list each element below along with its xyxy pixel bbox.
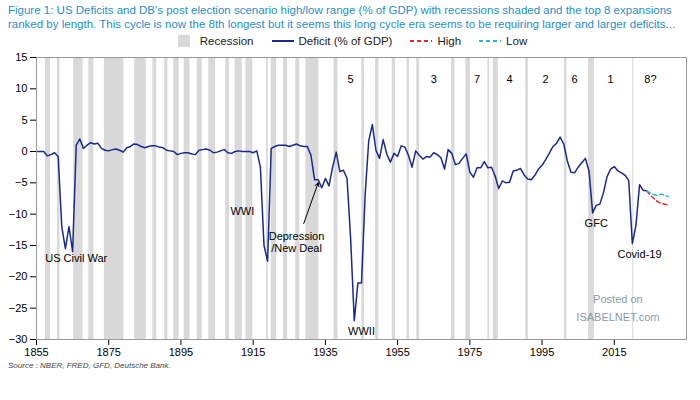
svg-text:1915: 1915 — [241, 346, 265, 358]
svg-text:−5: −5 — [15, 176, 28, 188]
svg-text:Covid-19: Covid-19 — [618, 248, 662, 260]
svg-text:Posted on: Posted on — [593, 293, 643, 305]
svg-text:2015: 2015 — [602, 346, 626, 358]
svg-text:4: 4 — [506, 73, 512, 85]
html-text:Figure 1: US Deficits and DB's: Figure 1: US Deficits and DB's post elec… — [8, 4, 676, 30]
svg-text:1935: 1935 — [313, 346, 337, 358]
svg-text:WWII: WWII — [348, 325, 375, 337]
svg-text:15: 15 — [15, 51, 27, 63]
svg-text:1: 1 — [608, 73, 614, 85]
svg-text:ISABELNET.com: ISABELNET.com — [576, 311, 659, 323]
svg-text:1895: 1895 — [169, 346, 193, 358]
html-text:Recession: Recession — [199, 35, 254, 47]
svg-text:−15: −15 — [9, 239, 28, 251]
html-text:Source : NBER, FRED, GFD, Deut: Source : NBER, FRED, GFD, Deutsche Bank. — [8, 361, 171, 370]
svg-text:1995: 1995 — [530, 346, 554, 358]
svg-text:1975: 1975 — [458, 346, 482, 358]
svg-text:−10: −10 — [9, 208, 28, 220]
html-text:Low: Low — [506, 35, 528, 47]
svg-text:0: 0 — [21, 145, 27, 157]
svg-text:5: 5 — [21, 114, 27, 126]
svg-text:US Civil War: US Civil War — [45, 252, 107, 264]
svg-text:−30: −30 — [9, 333, 28, 345]
html-text:High: High — [437, 35, 462, 47]
svg-text:−25: −25 — [9, 302, 28, 314]
svg-text:10: 10 — [15, 82, 27, 94]
svg-text:Depression/New Deal: Depression/New Deal — [269, 230, 325, 254]
svg-text:7: 7 — [474, 73, 480, 85]
svg-text:WWI: WWI — [230, 205, 254, 217]
svg-text:1855: 1855 — [24, 346, 48, 358]
svg-text:−20: −20 — [9, 270, 28, 282]
svg-text:GFC: GFC — [585, 217, 608, 229]
html-text:Deficit (% of GDP): Deficit (% of GDP) — [298, 35, 393, 47]
svg-text:1875: 1875 — [96, 346, 120, 358]
svg-text:8?: 8? — [644, 73, 656, 85]
svg-text:1955: 1955 — [385, 346, 409, 358]
svg-text:2: 2 — [543, 73, 549, 85]
svg-text:6: 6 — [571, 73, 577, 85]
svg-text:3: 3 — [431, 73, 437, 85]
svg-text:5: 5 — [348, 73, 354, 85]
